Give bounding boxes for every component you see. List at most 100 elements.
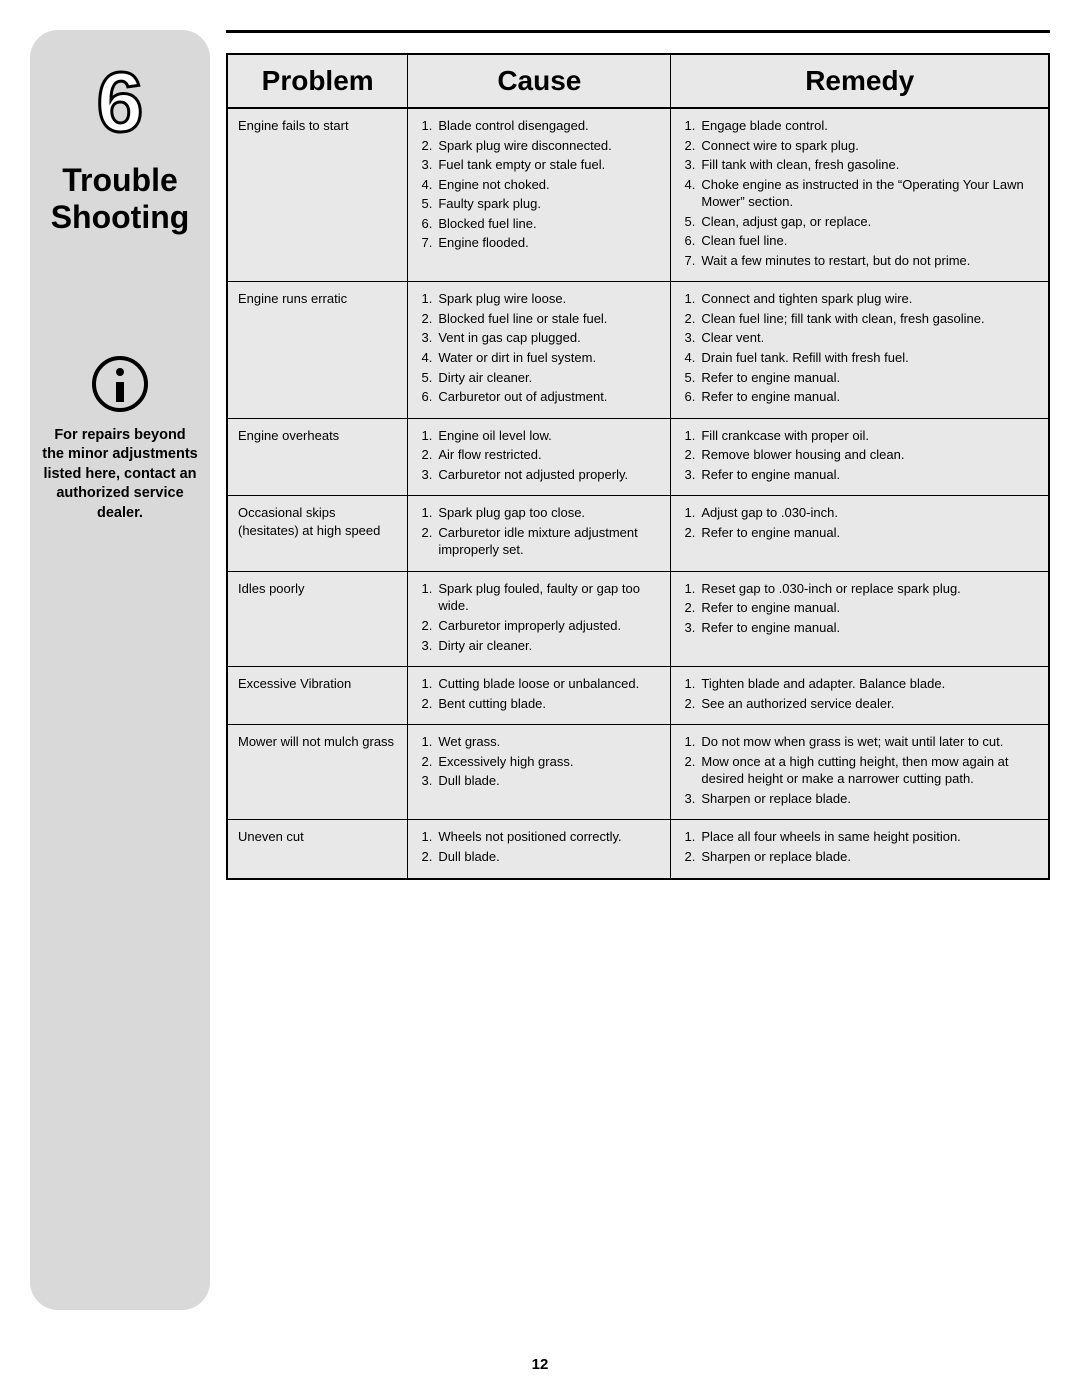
list-item: 1.Spark plug wire loose.	[418, 290, 660, 308]
list-item: 2.See an authorized service dealer.	[681, 695, 1038, 713]
list-item: 1.Spark plug gap too close.	[418, 504, 660, 522]
list-item: 2.Air flow restricted.	[418, 446, 660, 464]
list-item: 1.Wheels not positioned correctly.	[418, 828, 660, 846]
top-rule	[226, 30, 1050, 33]
list-item: 1.Blade control disengaged.	[418, 117, 660, 135]
list-item: 6.Blocked fuel line.	[418, 215, 660, 233]
list-item: 1.Do not mow when grass is wet; wait unt…	[681, 733, 1038, 751]
list-item: 1.Place all four wheels in same height p…	[681, 828, 1038, 846]
table-row: Engine runs erratic1.Spark plug wire loo…	[227, 282, 1049, 418]
main-content: Problem Cause Remedy Engine fails to sta…	[226, 30, 1050, 1310]
list-item: 2.Blocked fuel line or stale fuel.	[418, 310, 660, 328]
cause-cell: 1.Spark plug wire loose. 2.Blocked fuel l…	[408, 282, 671, 418]
list-item: 3.Refer to engine manual.	[681, 466, 1038, 484]
sidebar: 6 Trouble Shooting For repairs beyond th…	[30, 30, 210, 1310]
info-icon	[92, 356, 148, 412]
header-cause: Cause	[408, 54, 671, 108]
list-item: 4.Engine not choked.	[418, 176, 660, 194]
table-row: Occasional skips (hesitates) at high spe…	[227, 496, 1049, 572]
list-item: 1.Engine oil level low.	[418, 427, 660, 445]
list-item: 5.Refer to engine manual.	[681, 369, 1038, 387]
list-item: 1.Engage blade control.	[681, 117, 1038, 135]
list-item: 5.Clean, adjust gap, or replace.	[681, 213, 1038, 231]
list-item: 2.Refer to engine manual.	[681, 524, 1038, 542]
problem-cell: Engine runs erratic	[227, 282, 408, 418]
table-header-row: Problem Cause Remedy	[227, 54, 1049, 108]
table-row: Engine overheats1.Engine oil level low.2…	[227, 418, 1049, 496]
list-item: 1.Wet grass.	[418, 733, 660, 751]
cause-cell: 1.Cutting blade loose or unbalanced. 2.Be…	[408, 667, 671, 725]
header-problem: Problem	[227, 54, 408, 108]
problem-cell: Engine fails to start	[227, 108, 408, 282]
remedy-cell: 1.Engage blade control. 2.Connect wire to…	[671, 108, 1049, 282]
list-item: 2.Clean fuel line; fill tank with clean,…	[681, 310, 1038, 328]
table-row: Mower will not mulch grass 1.Wet grass. 2.…	[227, 725, 1049, 820]
cause-cell: 1.Spark plug gap too close. 2.Carburetor …	[408, 496, 671, 572]
sidebar-note: For repairs beyond the minor adjustments…	[40, 426, 200, 524]
problem-cell: Uneven cut	[227, 820, 408, 879]
list-item: 6.Clean fuel line.	[681, 232, 1038, 250]
list-item: 3.Refer to engine manual.	[681, 619, 1038, 637]
table-row: Uneven cut1.Wheels not positioned correc…	[227, 820, 1049, 879]
list-item: 3.Carburetor not adjusted properly.	[418, 466, 660, 484]
list-item: 3.Vent in gas cap plugged.	[418, 329, 660, 347]
list-item: 3.Fill tank with clean, fresh gasoline.	[681, 156, 1038, 174]
remedy-cell: 1.Adjust gap to .030-inch. 2.Refer to eng…	[671, 496, 1049, 572]
list-item: 1.Cutting blade loose or unbalanced.	[418, 675, 660, 693]
list-item: 1.Tighten blade and adapter. Balance bla…	[681, 675, 1038, 693]
table-row: Engine fails to start1.Blade control dis…	[227, 108, 1049, 282]
cause-cell: 1.Engine oil level low.2.Air flow restri…	[408, 418, 671, 496]
list-item: 3.Dirty air cleaner.	[418, 637, 660, 655]
page-number: 12	[0, 1356, 1080, 1373]
section-number: 6	[40, 60, 200, 144]
remedy-cell: 1.Reset gap to .030-inch or replace spar…	[671, 571, 1049, 666]
list-item: 3.Clear vent.	[681, 329, 1038, 347]
list-item: 3.Dull blade.	[418, 772, 660, 790]
list-item: 2.Carburetor idle mixture adjustment imp…	[418, 524, 660, 559]
troubleshooting-table: Problem Cause Remedy Engine fails to sta…	[226, 53, 1050, 880]
list-item: 2.Connect wire to spark plug.	[681, 137, 1038, 155]
problem-cell: Idles poorly	[227, 571, 408, 666]
list-item: 7.Wait a few minutes to restart, but do …	[681, 252, 1038, 270]
list-item: 2.Refer to engine manual.	[681, 599, 1038, 617]
cause-cell: 1.Blade control disengaged. 2.Spark plug …	[408, 108, 671, 282]
list-item: 2.Bent cutting blade.	[418, 695, 660, 713]
list-item: 2.Sharpen or replace blade.	[681, 848, 1038, 866]
remedy-cell: 1.Do not mow when grass is wet; wait unt…	[671, 725, 1049, 820]
list-item: 1.Spark plug fouled, faulty or gap too w…	[418, 580, 660, 615]
list-item: 2.Excessively high grass.	[418, 753, 660, 771]
remedy-cell: 1.Fill crankcase with proper oil.2.Remov…	[671, 418, 1049, 496]
title-line-1: Trouble	[62, 162, 178, 198]
list-item: 2.Carburetor improperly adjusted.	[418, 617, 660, 635]
problem-cell: Excessive Vibration	[227, 667, 408, 725]
list-item: 4.Water or dirt in fuel system.	[418, 349, 660, 367]
list-item: 4.Drain fuel tank. Refill with fresh fue…	[681, 349, 1038, 367]
list-item: 1.Adjust gap to .030-inch.	[681, 504, 1038, 522]
remedy-cell: 1.Place all four wheels in same height p…	[671, 820, 1049, 879]
list-item: 5.Dirty air cleaner.	[418, 369, 660, 387]
list-item: 1.Connect and tighten spark plug wire.	[681, 290, 1038, 308]
cause-cell: 1.Wheels not positioned correctly. 2.Dull…	[408, 820, 671, 879]
list-item: 2.Dull blade.	[418, 848, 660, 866]
problem-cell: Mower will not mulch grass	[227, 725, 408, 820]
list-item: 3.Fuel tank empty or stale fuel.	[418, 156, 660, 174]
list-item: 6.Carburetor out of adjustment.	[418, 388, 660, 406]
table-row: Excessive Vibration1.Cutting blade loose…	[227, 667, 1049, 725]
list-item: 5.Faulty spark plug.	[418, 195, 660, 213]
list-item: 2.Spark plug wire disconnected.	[418, 137, 660, 155]
sidebar-title: Trouble Shooting	[40, 162, 200, 236]
list-item: 7.Engine flooded.	[418, 234, 660, 252]
list-item: 2.Remove blower housing and clean.	[681, 446, 1038, 464]
list-item: 6.Refer to engine manual.	[681, 388, 1038, 406]
title-line-2: Shooting	[51, 199, 190, 235]
page-container: 6 Trouble Shooting For repairs beyond th…	[30, 30, 1050, 1310]
list-item: 1.Fill crankcase with proper oil.	[681, 427, 1038, 445]
header-remedy: Remedy	[671, 54, 1049, 108]
remedy-cell: 1.Connect and tighten spark plug wire. 2.…	[671, 282, 1049, 418]
list-item: 3.Sharpen or replace blade.	[681, 790, 1038, 808]
table-row: Idles poorly 1.Spark plug fouled, faulty …	[227, 571, 1049, 666]
cause-cell: 1.Wet grass. 2.Excessively high grass.3.D…	[408, 725, 671, 820]
problem-cell: Engine overheats	[227, 418, 408, 496]
list-item: 1.Reset gap to .030-inch or replace spar…	[681, 580, 1038, 598]
list-item: 4.Choke engine as instructed in the “Ope…	[681, 176, 1038, 211]
